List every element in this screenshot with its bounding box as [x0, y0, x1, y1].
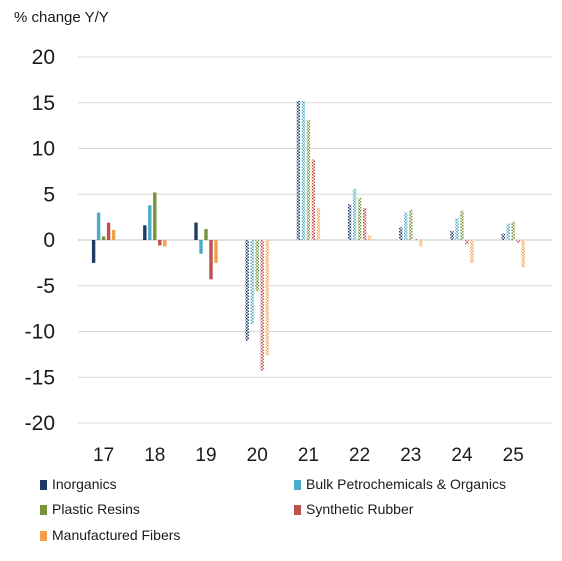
legend: Inorganics Bulk Petrochemicals & Organics… — [40, 476, 506, 543]
bar — [521, 240, 525, 268]
y-tick-label: -15 — [25, 366, 55, 389]
bar — [516, 240, 520, 243]
bar — [460, 210, 464, 240]
bar — [106, 222, 111, 240]
bar — [158, 240, 162, 246]
x-tick-label: 18 — [144, 445, 165, 466]
bar — [450, 230, 454, 240]
bar — [296, 100, 301, 240]
bar — [455, 218, 459, 240]
bar — [91, 240, 96, 263]
bar — [204, 229, 208, 240]
bars — [91, 100, 525, 371]
legend-swatch — [294, 505, 301, 515]
legend-label: Bulk Petrochemicals & Organics — [306, 476, 506, 492]
x-tick-label: 24 — [451, 445, 473, 466]
bar — [419, 240, 423, 247]
bar — [214, 240, 218, 263]
bar — [209, 240, 213, 280]
legend-swatch — [40, 480, 47, 490]
y-axis-ticks: 20 15 10 5 0 -5 -10 -15 -20 — [25, 46, 55, 435]
bar — [260, 240, 264, 371]
bar — [199, 240, 203, 254]
bar — [153, 192, 157, 240]
x-tick-label: 20 — [247, 445, 268, 466]
bar — [470, 240, 474, 263]
x-tick-label: 17 — [93, 445, 114, 466]
bar — [404, 212, 408, 240]
y-tick-label: -5 — [36, 275, 55, 298]
x-tick-label: 19 — [195, 445, 216, 466]
bar — [465, 240, 469, 245]
bar — [352, 188, 357, 240]
bar — [414, 239, 418, 240]
bar — [311, 159, 316, 240]
bar — [399, 227, 403, 240]
legend-swatch — [40, 531, 47, 541]
bar — [148, 205, 152, 240]
legend-label: Inorganics — [52, 476, 117, 492]
bar — [143, 225, 147, 240]
x-tick-label: 23 — [400, 445, 421, 466]
y-tick-label: 10 — [32, 138, 55, 161]
x-tick-label: 21 — [298, 445, 319, 466]
bar — [101, 236, 106, 240]
bar — [306, 120, 311, 240]
y-tick-label: 5 — [43, 183, 55, 206]
bar — [111, 229, 116, 240]
legend-label: Manufactured Fibers — [52, 527, 180, 543]
bar — [163, 240, 167, 247]
bar — [511, 221, 515, 240]
bar — [347, 204, 352, 240]
bar — [194, 222, 198, 240]
bar — [362, 207, 367, 240]
y-axis-label: % change Y/Y — [14, 9, 109, 26]
legend-label: Synthetic Rubber — [306, 501, 414, 517]
legend-swatch — [40, 505, 47, 515]
y-tick-label: 20 — [32, 46, 55, 69]
bar — [357, 197, 362, 240]
bar — [316, 207, 321, 240]
bar — [409, 209, 413, 240]
bar — [367, 235, 372, 240]
legend-label: Plastic Resins — [52, 501, 140, 517]
bar — [506, 223, 510, 240]
x-tick-label: 25 — [503, 445, 524, 466]
bar — [501, 233, 505, 240]
bar — [245, 240, 249, 341]
bar — [301, 100, 306, 240]
x-axis-ticks: 17 18 19 20 21 22 23 24 25 — [93, 445, 524, 466]
x-tick-label: 22 — [349, 445, 370, 466]
y-tick-label: 15 — [32, 92, 55, 115]
bar — [255, 240, 259, 292]
legend-swatch — [294, 480, 301, 490]
bar — [250, 240, 254, 325]
y-tick-label: -10 — [25, 321, 55, 344]
bar — [265, 240, 269, 356]
y-tick-label: 0 — [43, 229, 55, 252]
y-tick-label: -20 — [25, 412, 55, 435]
bar — [96, 212, 101, 240]
